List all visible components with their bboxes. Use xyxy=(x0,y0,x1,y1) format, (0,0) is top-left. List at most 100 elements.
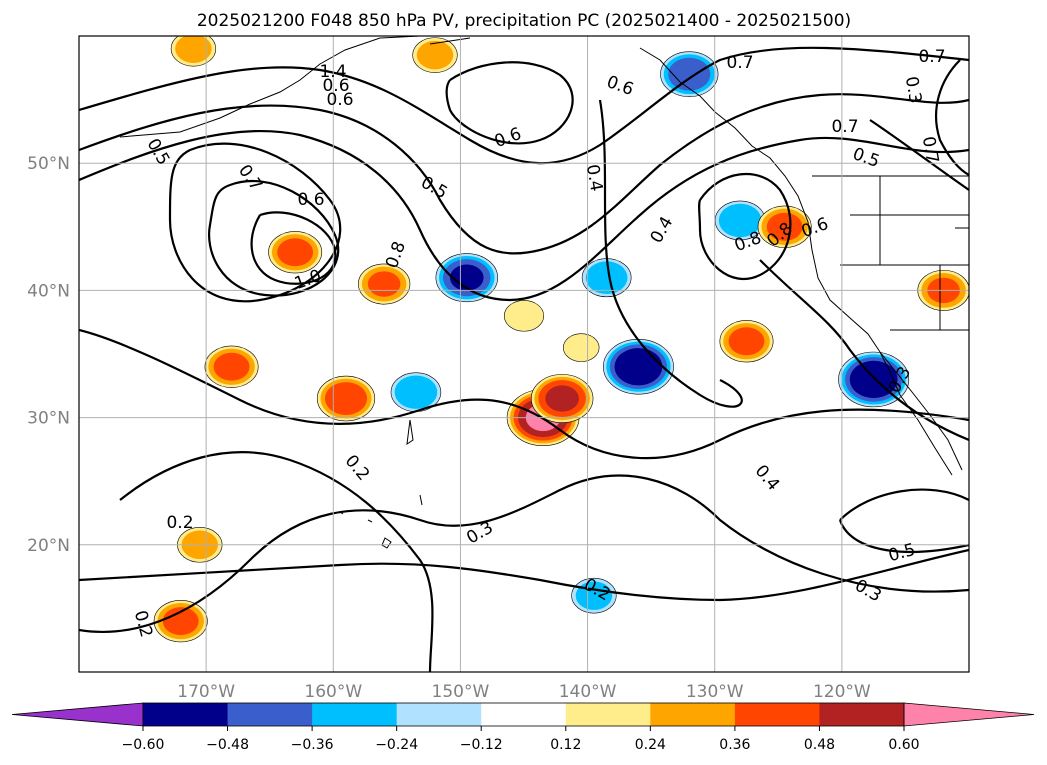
contour-label-23: 0.3 xyxy=(901,75,925,105)
pv-contour-0 xyxy=(79,129,969,302)
colorbar: −0.60 −0.48 −0.36 −0.24 −0.12 0.12 0.24 0.36 0.4… xyxy=(11,702,1035,753)
pv-contour-7 xyxy=(79,548,969,602)
map-area xyxy=(79,36,969,672)
colorbar-tick-label-4: −0.12 xyxy=(460,737,503,753)
pv-contour-15 xyxy=(935,59,969,176)
pc-region-2-level-0 xyxy=(563,333,600,362)
pc-region-16-level-1 xyxy=(416,40,454,70)
contour-label-8: 0.7 xyxy=(918,135,942,165)
colorbar-tick-label-9: 0.60 xyxy=(888,737,919,753)
pv-contour-9 xyxy=(119,451,434,672)
pc-region-19 xyxy=(153,600,208,643)
pc-region-5 xyxy=(435,253,498,303)
pc-region-11 xyxy=(757,205,812,248)
pc-region-6 xyxy=(390,372,442,412)
x-tick-label-0: 170°W xyxy=(177,682,235,702)
pc-region-15 xyxy=(358,263,411,305)
pv-contour-8 xyxy=(79,474,969,634)
pv-contour-4 xyxy=(208,179,340,297)
pc-region-11-level-2 xyxy=(766,212,803,241)
pc-region-10 xyxy=(719,320,774,363)
north-american-coastline xyxy=(639,47,963,471)
pc-region-14-level-2 xyxy=(277,238,314,267)
colorbar-segment-1 xyxy=(227,703,313,726)
pc-region-9 xyxy=(660,51,719,97)
pc-region-15-level-2 xyxy=(367,271,401,297)
colorbar-tick-label-5: 0.12 xyxy=(550,737,581,753)
contour-label-6: 0.7 xyxy=(918,47,945,67)
pc-region-8-level-1 xyxy=(718,203,762,238)
pc-region-3 xyxy=(602,338,674,395)
colorbar-outline xyxy=(142,702,905,727)
pv-contour-13 xyxy=(759,259,969,442)
pc-region-19-level-2 xyxy=(162,607,199,636)
pv-contour-11 xyxy=(698,172,792,281)
contour-label-10: 0.6 xyxy=(326,90,353,110)
colorbar-segment-8 xyxy=(819,703,905,726)
pv-contour-14 xyxy=(869,119,969,191)
contour-label-9: 0.6 xyxy=(297,190,324,210)
pc-region-10-level-2 xyxy=(728,327,765,356)
colorbar-tick-label-8: 0.48 xyxy=(804,737,835,753)
pc-region-16 xyxy=(412,37,458,73)
pc-region-17-level-1 xyxy=(175,36,212,63)
pc-region-3-level-3 xyxy=(614,348,663,386)
contour-label-5: 0.7 xyxy=(726,53,753,73)
pc-region-13-level-2 xyxy=(324,382,368,415)
colorbar-extend-low xyxy=(11,702,144,727)
pc-region-17 xyxy=(170,36,217,67)
contour-label-0: 1.4 xyxy=(319,62,346,82)
pc-region-2 xyxy=(563,333,600,362)
alaska-coastline xyxy=(119,36,471,138)
colorbar-segment-5 xyxy=(565,703,651,726)
pv-contours xyxy=(79,46,969,672)
pc-region-5-level-3 xyxy=(449,264,484,291)
pc-region-12 xyxy=(204,345,259,388)
contour-label-18: 0.4 xyxy=(582,163,606,193)
pc-region-9-level-2 xyxy=(668,57,711,91)
pc-region-12-level-2 xyxy=(213,352,250,381)
contour-label-30: 0.6 xyxy=(322,76,349,96)
axis-tick-labels: 170°W 160°W 150°W 140°W 130°W 120°W 20°N 30°N 40… xyxy=(27,154,871,702)
colorbar-segment-7 xyxy=(734,703,820,726)
colorbar-tick-label-0: −0.60 xyxy=(122,737,165,753)
colorbar-segment-6 xyxy=(650,703,736,726)
colorbar-tick-label-6: 0.24 xyxy=(635,737,666,753)
colorbar-tick-label-7: 0.36 xyxy=(719,737,750,753)
y-tick-label-1: 30°N xyxy=(27,409,70,429)
us-border-lines xyxy=(812,175,969,331)
pv-contour-1 xyxy=(79,93,969,255)
pv-contour-10 xyxy=(598,99,743,408)
y-tick-label-2: 40°N xyxy=(27,281,70,301)
pc-region-6-level-1 xyxy=(394,375,438,409)
pc-region-8 xyxy=(714,200,766,241)
y-tick-label-3: 50°N xyxy=(27,154,70,174)
pv-contour-12 xyxy=(838,488,969,553)
x-tick-label-4: 130°W xyxy=(686,682,744,702)
colorbar-segment-3 xyxy=(396,703,482,726)
pc-region-4-level-1 xyxy=(585,261,628,294)
colorbar-tick-label-1: −0.48 xyxy=(206,737,249,753)
map-frame xyxy=(78,35,970,673)
contour-label-7: 0.7 xyxy=(831,117,858,137)
colorbar-tick-label-2: −0.36 xyxy=(291,737,334,753)
pc-region-14 xyxy=(268,231,323,274)
pc-region-22 xyxy=(503,300,545,332)
y-tick-label-0: 20°N xyxy=(27,536,70,556)
pc-region-1 xyxy=(530,374,594,423)
chart-title: 2025021200 F048 850 hPa PV, precipitatio… xyxy=(197,11,851,31)
pc-region-1-level-3 xyxy=(545,385,579,412)
colorbar-segment-2 xyxy=(312,703,398,726)
x-tick-label-1: 160°W xyxy=(304,682,362,702)
colorbar-segment-4 xyxy=(481,703,567,726)
pc-region-22-level-0 xyxy=(503,300,545,332)
colorbar-tick-label-3: −0.24 xyxy=(375,737,418,753)
x-tick-label-5: 120°W xyxy=(813,682,871,702)
colorbar-segment-0 xyxy=(143,703,229,726)
pc-region-4 xyxy=(581,258,632,298)
colorbar-extend-high xyxy=(903,702,1035,727)
pc-region-13 xyxy=(316,375,376,422)
pv-contour-6 xyxy=(79,328,969,460)
x-tick-label-3: 140°W xyxy=(559,682,617,702)
